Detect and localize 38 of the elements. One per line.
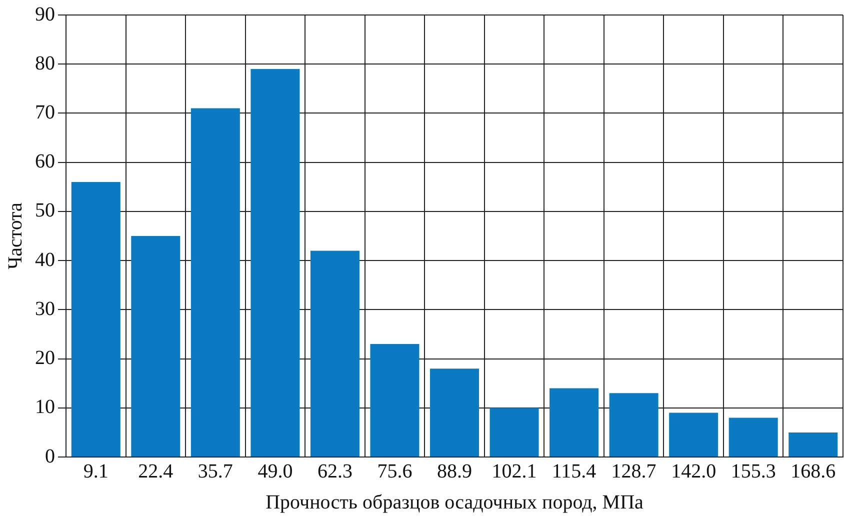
y-tick-label: 50 [35,200,55,222]
x-tick-label: 22.4 [138,460,174,482]
bar [370,344,420,456]
bar [190,108,240,456]
y-tick-label: 70 [35,101,55,124]
x-tick-label: 49.0 [258,460,293,482]
x-axis-title: Прочность образцов осадочных пород, МПа [266,491,644,514]
x-tick-label: 115.4 [552,460,596,482]
y-tick-label: 10 [35,396,55,418]
x-tick-label: 75.6 [377,460,412,482]
bar [669,412,718,456]
y-tick-label: 40 [35,248,55,271]
bar [250,69,300,456]
y-tick-label: 80 [35,52,55,74]
y-axis-title: Частота [4,202,26,270]
bar [609,393,658,456]
x-tick-label: 62.3 [317,460,352,482]
x-tick-label: 155.3 [730,460,776,482]
x-tick-label: 102.1 [492,460,537,482]
x-tick-label: 168.6 [790,460,836,482]
x-tick-label: 9.1 [83,460,108,482]
bar [71,182,120,456]
bar [490,408,539,456]
x-tick-label: 88.9 [437,460,472,482]
bar [430,368,480,456]
y-tick-label: 0 [45,445,55,468]
bar [788,432,838,456]
x-tick-label: 35.7 [198,460,233,482]
y-tick-label: 60 [35,150,55,173]
bar [131,236,180,456]
bar [728,418,778,456]
bar [550,388,599,456]
bar [310,250,360,456]
y-tick-label: 20 [35,347,55,370]
y-tick-label: 90 [35,3,55,26]
x-tick-label: 142.0 [671,460,716,482]
y-tick-label: 30 [35,298,55,320]
x-tick-label: 128.7 [611,460,656,482]
